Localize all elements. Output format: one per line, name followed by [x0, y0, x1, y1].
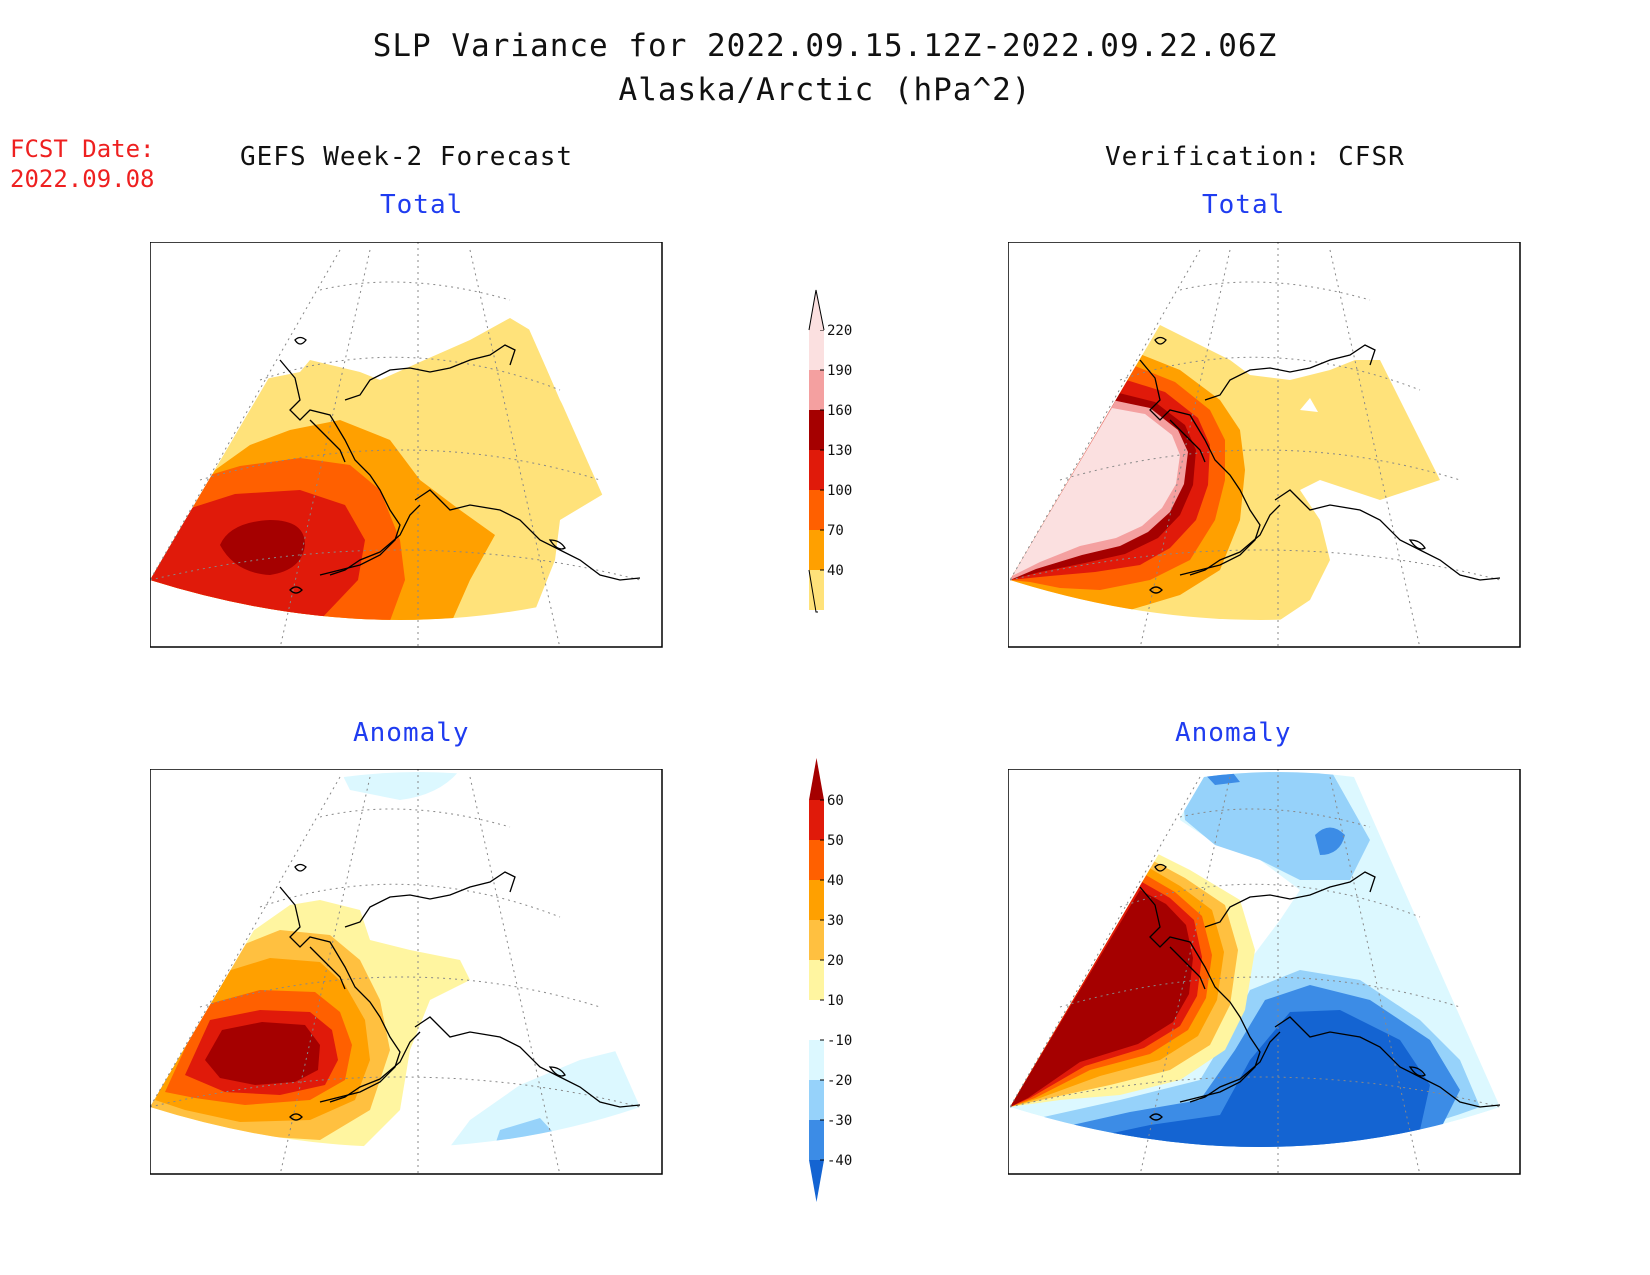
bottom-left-subtitle: Anomaly: [353, 718, 470, 748]
colorbar-label: 220: [827, 323, 852, 339]
colorbar-swatch: [809, 800, 824, 840]
colorbar-label: 40: [827, 873, 844, 889]
colorbar-label: 10: [827, 993, 844, 1009]
colorbar-label: 60: [827, 793, 844, 809]
colorbar-label: 50: [827, 833, 844, 849]
colorbar-label: 70: [827, 523, 844, 539]
colorbar-swatch: [809, 758, 824, 800]
colorbar-swatch: [809, 330, 824, 370]
colorbar-swatch: [809, 880, 824, 920]
colorbar-swatch: [809, 450, 824, 490]
graticule: [150, 769, 641, 1175]
main-title: SLP Variance for 2022.09.15.12Z-2022.09.…: [372, 28, 1278, 64]
right-column-heading: Verification: CFSR: [1105, 142, 1405, 172]
colorbar-swatch: [809, 1160, 824, 1202]
graticule: [1009, 769, 1501, 1175]
colorbar-label: 20: [827, 953, 844, 969]
colorbar-swatch: [809, 370, 824, 410]
colorbar-swatch: [809, 490, 824, 530]
colorbar-label: 100: [827, 483, 852, 499]
contour-neg10-neg20: [340, 772, 460, 800]
colorbar-label: 160: [827, 403, 852, 419]
contour-neg30-neg40: [1315, 827, 1345, 855]
white-hole: [1300, 398, 1318, 412]
coastlines: [279, 336, 641, 594]
colorbar-label: 190: [827, 363, 852, 379]
panel-forecast-total: [150, 242, 663, 648]
top-right-subtitle: Total: [1202, 190, 1286, 220]
colorbar-swatch: [809, 1000, 824, 1040]
colorbar-label: 130: [827, 443, 852, 459]
contour-220-plus: [1012, 408, 1180, 576]
coastlines: [1139, 863, 1501, 1121]
colorbar-swatch: [809, 920, 824, 960]
coastlines: [279, 863, 641, 1121]
left-column-heading: GEFS Week-2 Forecast: [240, 142, 574, 172]
contour-60-plus: [1010, 890, 1193, 1107]
contour-60-plus: [205, 1022, 320, 1085]
colorbar-top-cap: [808, 289, 825, 331]
colorbar-label: -10: [827, 1033, 852, 1049]
fcst-date-label: FCST Date:: [10, 135, 155, 163]
colorbar-swatch: [809, 410, 824, 450]
contour-below-neg40: [1080, 1010, 1430, 1147]
top-left-subtitle: Total: [380, 190, 464, 220]
colorbar-swatch: [809, 1120, 824, 1160]
colorbar-swatch: [809, 530, 824, 570]
colorbar-label: 30: [827, 913, 844, 929]
contour-160-190: [220, 520, 305, 575]
colorbar-label: -20: [827, 1073, 852, 1089]
coastlines: [1139, 336, 1501, 594]
colorbar-swatch: [809, 570, 824, 610]
colorbar-swatch: [809, 960, 824, 1000]
panel-verification-anomaly: [1008, 769, 1521, 1175]
bottom-right-subtitle: Anomaly: [1175, 718, 1292, 748]
colorbar-swatch: [809, 840, 824, 880]
colorbar-label: 40: [827, 563, 844, 579]
colorbar-total: 40 70 100 130 160 190 220: [808, 289, 852, 613]
panel-forecast-anomaly: [150, 769, 663, 1175]
graticule: [150, 242, 641, 648]
colorbar-bottom-cap: [808, 569, 818, 613]
colorbar-anomaly: -40 -30 -20 -10 10 20 30 40 50 60: [809, 758, 852, 1202]
colorbar-label: -40: [827, 1153, 852, 1169]
main-subtitle: Alaska/Arctic (hPa^2): [618, 72, 1032, 108]
colorbar-swatch: [809, 1040, 824, 1080]
panel-verification-total: [1008, 242, 1521, 648]
graticule: [1009, 242, 1501, 648]
fcst-date-value: 2022.09.08: [10, 165, 155, 193]
colorbar-label: -30: [827, 1113, 852, 1129]
colorbar-swatch: [809, 1080, 824, 1120]
